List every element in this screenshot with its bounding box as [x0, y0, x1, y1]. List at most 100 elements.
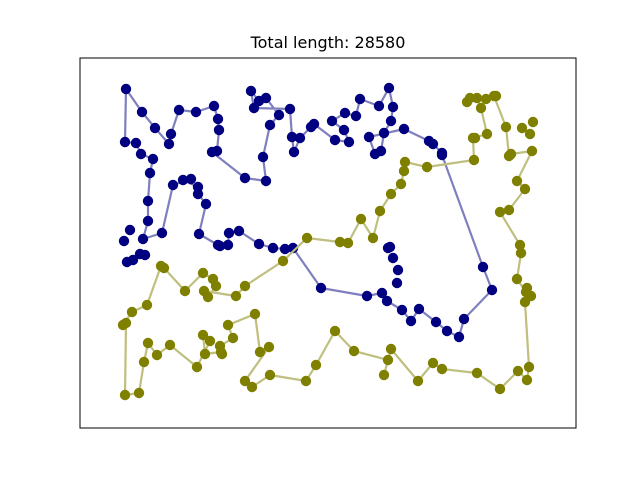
series-2-point-86: [527, 116, 539, 128]
series-1-point-9: [213, 124, 225, 136]
series-2-point-29: [515, 247, 527, 259]
series-1-point-14: [257, 151, 269, 163]
series-2-point-49: [264, 369, 276, 381]
series-2-point-27: [494, 206, 506, 218]
series-2-point-53: [254, 346, 266, 358]
series-1-point-42: [398, 123, 410, 135]
series-1-point-95: [139, 249, 151, 261]
series-1-point-1: [136, 106, 148, 118]
series-1-point-33: [354, 93, 366, 105]
series-1-point-65: [223, 227, 235, 239]
series-2-point-11: [421, 161, 433, 173]
series-1-point-80: [144, 167, 156, 179]
series-2-point-82: [230, 290, 242, 302]
series-2-point-72: [126, 306, 138, 318]
series-2-point-64: [164, 339, 176, 351]
series-2-point-73: [141, 299, 153, 311]
series-2-point-34: [523, 361, 535, 373]
series-1-point-5: [173, 104, 185, 116]
series-1-point-2: [149, 122, 161, 134]
series-2-point-25: [519, 183, 531, 195]
series-2-point-3: [342, 237, 354, 249]
series-2-point-66: [142, 337, 154, 349]
series-1-point-6: [190, 106, 202, 118]
series-2-point-10: [399, 156, 411, 168]
series-1-point-70: [200, 198, 212, 210]
series-2-point-83: [239, 280, 251, 292]
series-2-point-30: [511, 273, 523, 285]
series-2-point-65: [151, 349, 163, 361]
series-1-point-83: [130, 137, 142, 149]
series-2-point-45: [348, 345, 360, 357]
series-1-point-87: [392, 264, 404, 276]
series-1-point-50: [453, 331, 465, 343]
series-layer: [117, 82, 539, 401]
series-1-point-62: [267, 242, 279, 254]
series-2-point-4: [355, 213, 367, 225]
series-1-point-82: [135, 148, 147, 160]
series-1-point-58: [361, 290, 373, 302]
series-2-point-14: [481, 128, 493, 140]
series-1-point-55: [396, 304, 408, 316]
chart-title: Total length: 28580: [250, 33, 406, 52]
series-2-point-26: [503, 204, 515, 216]
series-1-point-38: [378, 127, 390, 139]
series-1-point-20: [248, 102, 260, 114]
series-1-point-27: [329, 134, 341, 146]
series-2-point-63: [191, 361, 203, 373]
series-2-point-69: [119, 389, 131, 401]
series-1-point-16: [273, 109, 285, 121]
series-2-point-6: [374, 205, 386, 217]
series-2-point-15: [475, 102, 487, 114]
series-2-point-59: [215, 346, 227, 358]
series-1-point-7: [208, 100, 220, 112]
series-2-point-33: [519, 296, 531, 308]
series-2-point-61: [197, 329, 209, 341]
series-1-point-11: [206, 146, 218, 158]
series-2-point-55: [222, 319, 234, 331]
series-2-point-1: [301, 232, 313, 244]
series-1-point-52: [430, 316, 442, 328]
series-2-point-60: [199, 348, 211, 360]
series-1-point-0: [120, 83, 132, 95]
series-1-point-24: [294, 132, 306, 144]
series-2-point-7: [385, 188, 397, 200]
series-2-point-71: [117, 319, 129, 331]
series-2-point-5: [367, 232, 379, 244]
series-1-point-3: [163, 138, 175, 150]
series-1-point-74: [185, 173, 197, 185]
series-1: [118, 82, 498, 343]
series-2-point-35: [521, 374, 533, 386]
series-1-point-41: [363, 131, 375, 143]
series-1-point-51: [441, 325, 453, 337]
series-2-point-18: [480, 93, 492, 105]
series-2-point-54: [249, 308, 261, 320]
series-1-point-40: [369, 148, 381, 160]
series-2-point-24: [511, 175, 523, 187]
series-1-point-44: [427, 138, 439, 150]
series-2-point-52: [263, 341, 275, 353]
series-1-point-32: [350, 110, 362, 122]
series-1-point-8: [212, 113, 224, 125]
series-1-point-91: [124, 224, 136, 236]
series-2-point-43: [378, 369, 390, 381]
series-1-point-56: [381, 295, 393, 307]
series-2-point-12: [468, 154, 480, 166]
series-1-point-15: [264, 119, 276, 131]
series-1-point-22: [286, 131, 298, 143]
series-2-point-77: [197, 267, 209, 279]
series-1-point-23: [288, 146, 300, 158]
series-2-point-8: [395, 178, 407, 190]
series-1-point-69: [193, 228, 205, 240]
series-1-point-86: [387, 252, 399, 264]
series-1-point-54: [405, 315, 417, 327]
series-1-point-73: [177, 174, 189, 186]
series-1-point-46: [436, 149, 448, 161]
series-1-point-29: [338, 124, 350, 136]
series-1-point-60: [287, 242, 299, 254]
series-2-point-38: [471, 367, 483, 379]
series-1-point-36: [387, 101, 399, 113]
series-2-point-88: [490, 90, 502, 102]
series-1-point-72: [192, 181, 204, 193]
